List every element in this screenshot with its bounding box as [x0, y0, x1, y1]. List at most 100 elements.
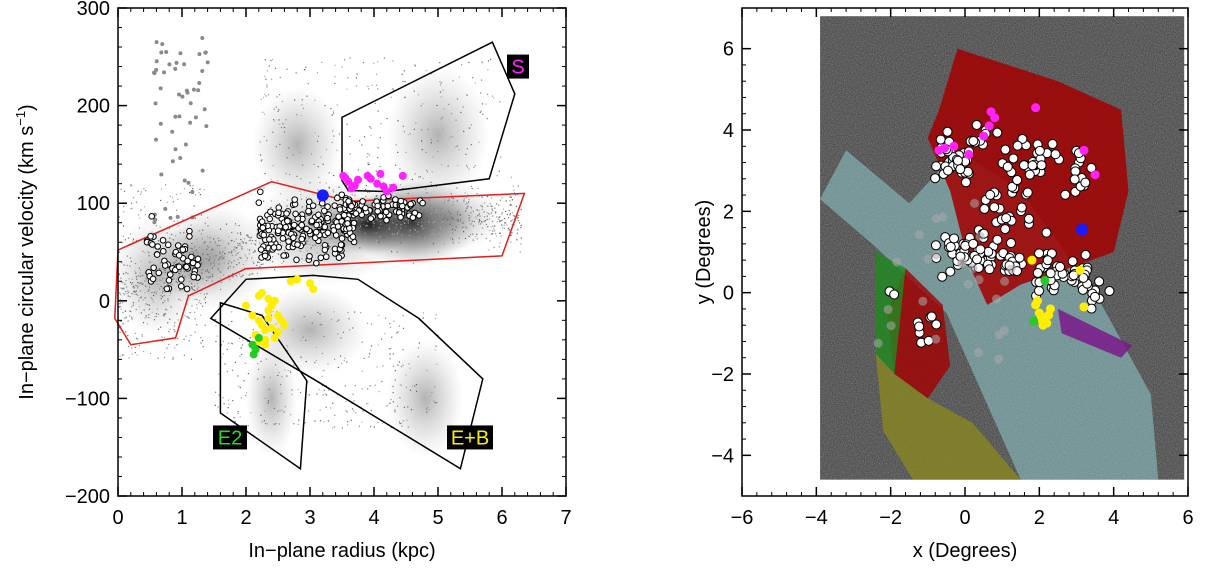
faint-point: [938, 212, 948, 222]
grey-point: [203, 50, 208, 55]
density-speck: [285, 119, 287, 121]
density-speck: [131, 353, 133, 355]
white-point: [159, 247, 167, 255]
white-point: [294, 241, 301, 248]
density-speck: [330, 107, 332, 110]
density-speck: [466, 202, 469, 205]
density-speck: [207, 216, 209, 219]
density-speck: [237, 242, 239, 245]
density-speck: [495, 233, 497, 235]
density-speck: [146, 316, 148, 318]
density-speck: [364, 232, 366, 234]
density-speck: [119, 325, 122, 328]
density-speck: [448, 198, 450, 200]
grey-point: [152, 70, 157, 75]
faint-point: [991, 294, 1001, 304]
density-speck: [144, 292, 146, 294]
density-speck: [389, 322, 391, 325]
density-speck: [494, 225, 496, 227]
density-speck: [414, 385, 416, 387]
colored-point: [366, 174, 375, 183]
density-speck: [137, 294, 139, 296]
density-speck: [292, 154, 294, 156]
density-speck: [138, 300, 140, 302]
density-speck: [483, 211, 485, 213]
density-speck: [490, 58, 492, 60]
density-speck: [399, 184, 402, 186]
density-speck: [148, 314, 150, 316]
density-speck: [365, 224, 368, 226]
density-speck: [162, 287, 164, 289]
density-speck: [188, 252, 190, 254]
density-speck: [317, 189, 319, 191]
density-speck: [229, 279, 231, 281]
density-speck: [422, 312, 424, 314]
density-speck: [286, 68, 288, 70]
density-speck: [418, 342, 420, 344]
density-speck: [358, 229, 361, 232]
left-colored-points: [242, 169, 407, 359]
density-speck: [126, 290, 129, 292]
density-speck: [449, 211, 451, 213]
density-speck: [260, 414, 262, 416]
density-speck: [293, 364, 295, 366]
density-speck: [183, 232, 185, 234]
density-speck: [215, 263, 218, 265]
right-y-tick-label: −2: [711, 364, 734, 386]
density-speck: [403, 218, 405, 221]
density-speck: [509, 200, 511, 202]
white-point: [384, 202, 392, 210]
density-speck: [465, 153, 467, 156]
density-speck: [238, 242, 241, 245]
density-speck: [417, 221, 419, 223]
grey-point: [196, 88, 201, 93]
density-speck: [265, 358, 268, 360]
density-speck: [475, 216, 477, 218]
density-speck: [379, 220, 381, 222]
white-point: [334, 194, 341, 202]
density-speck: [425, 151, 427, 153]
right-x-tick-label: −6: [731, 507, 754, 529]
density-speck: [445, 224, 447, 226]
density-speck: [245, 260, 247, 262]
density-speck: [407, 134, 409, 136]
density-speck: [173, 328, 175, 331]
density-speck: [314, 420, 316, 422]
density-speck: [456, 187, 458, 189]
density-speck: [125, 287, 128, 289]
right-y-tick-label: 2: [723, 201, 734, 223]
white-point: [290, 234, 297, 241]
density-speck: [279, 410, 281, 412]
density-speck: [137, 275, 139, 277]
left-x-axis-title: In−plane radius (kpc): [248, 540, 435, 562]
density-speck: [435, 212, 437, 214]
faint-point: [923, 254, 933, 264]
density-speck: [422, 227, 424, 230]
density-speck: [270, 200, 273, 202]
density-speck: [261, 238, 263, 240]
density-speck: [163, 313, 165, 315]
density-speck: [186, 316, 188, 318]
left-density-layer: [118, 35, 522, 457]
white-point: [1000, 144, 1011, 155]
density-speck: [125, 331, 127, 333]
faint-point: [957, 258, 967, 268]
density-speck: [228, 324, 230, 326]
colored-point: [1029, 316, 1039, 326]
density-speck: [139, 272, 141, 274]
density-speck: [169, 237, 171, 239]
density-speck: [375, 218, 377, 220]
density-speck: [278, 423, 281, 425]
density-speck: [449, 223, 451, 225]
density-speck: [333, 426, 336, 428]
density-speck: [473, 220, 476, 223]
density-speck: [480, 204, 482, 207]
density-speck: [485, 237, 487, 240]
density-speck: [449, 224, 451, 226]
white-point: [164, 241, 172, 249]
white-point: [150, 264, 157, 272]
density-speck: [170, 306, 172, 308]
density-speck: [503, 224, 505, 226]
density-speck: [421, 221, 423, 223]
density-speck: [392, 88, 394, 90]
